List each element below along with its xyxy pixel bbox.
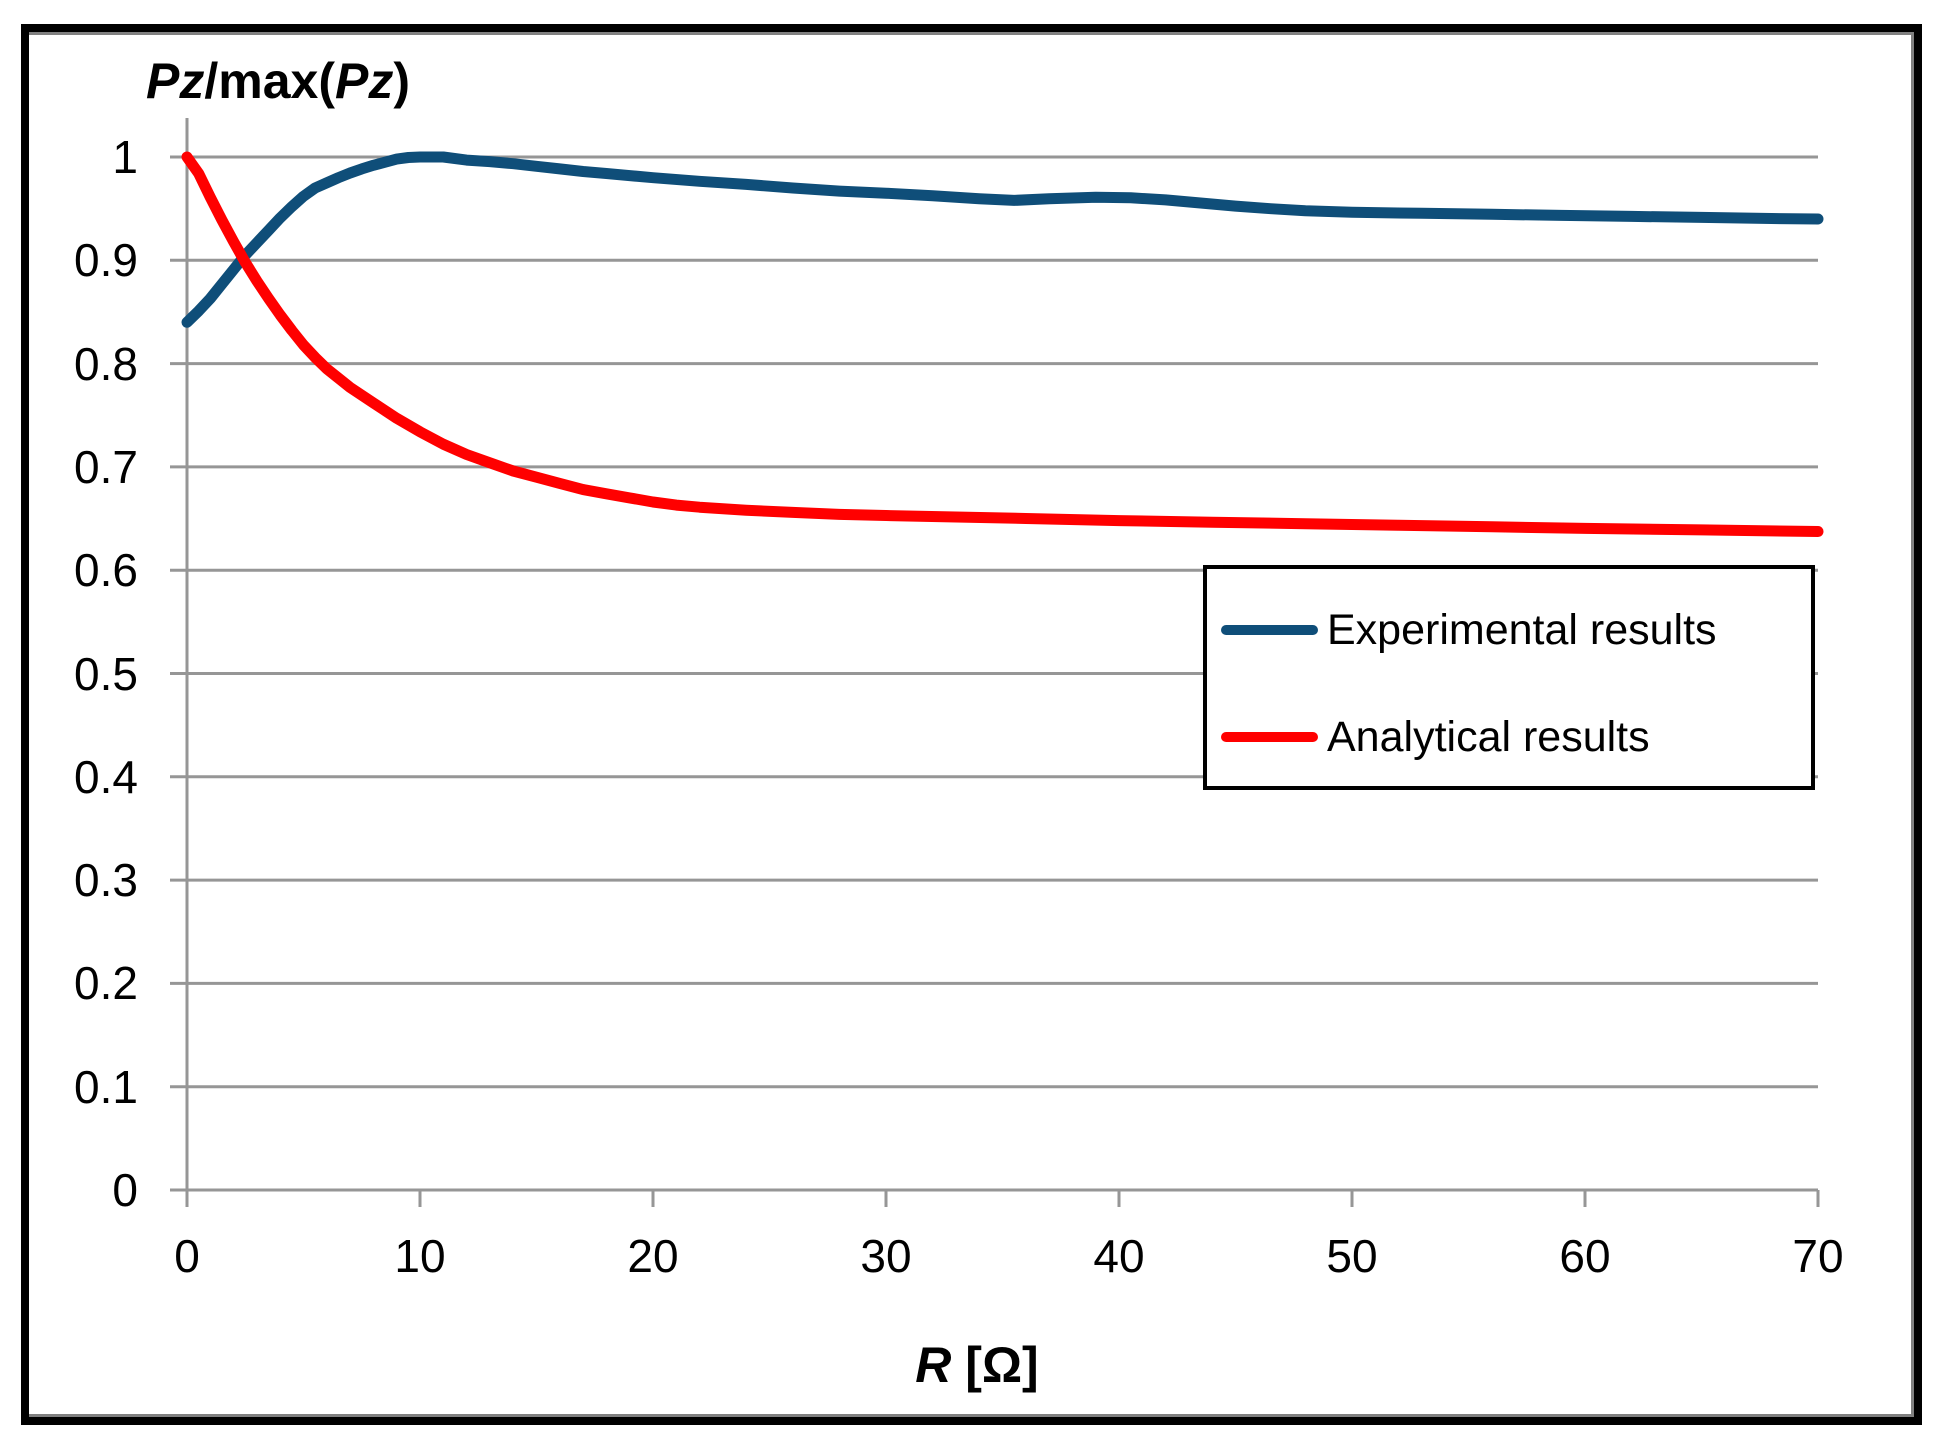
- legend-label: Experimental results: [1327, 606, 1717, 654]
- experimental-results-line: [181, 151, 1824, 328]
- chart-title-part: /max(: [204, 53, 335, 109]
- y-tick-label: 0.2: [74, 957, 138, 1010]
- x-tick-label: 0: [174, 1230, 200, 1282]
- legend-item-analytical: Analytical results: [1221, 700, 1650, 774]
- legend-item-experimental: Experimental results: [1221, 593, 1717, 667]
- analytical-results-line: [181, 151, 1824, 537]
- analytical-line-swatch: [1221, 732, 1318, 742]
- x-axis-title: R [Ω]: [777, 1336, 1177, 1394]
- x-axis-title-part: R: [915, 1337, 952, 1393]
- y-tick-label: 0.5: [74, 647, 138, 700]
- x-tick-label: 10: [394, 1230, 446, 1282]
- x-tick-label: 30: [860, 1230, 912, 1282]
- y-tick-label: 0.4: [74, 750, 138, 803]
- experimental-line-swatch: [1221, 625, 1318, 635]
- y-tick-label: 0.8: [74, 337, 138, 390]
- y-tick-label: 0.3: [74, 854, 138, 907]
- chart-title-part: Pz: [146, 53, 205, 109]
- chart-legend: Experimental results Analytical results: [1203, 565, 1815, 790]
- legend-label: Analytical results: [1327, 713, 1650, 761]
- x-axis-title-part: [Ω]: [951, 1337, 1039, 1393]
- y-tick-label: 1: [112, 131, 138, 183]
- x-tick-label: 40: [1093, 1230, 1145, 1282]
- x-tick-label: 60: [1559, 1230, 1611, 1282]
- y-tick-label: 0.1: [74, 1060, 138, 1113]
- x-tick-label: 50: [1326, 1230, 1378, 1282]
- y-tick-label: 0.9: [74, 234, 138, 287]
- x-tick-label: 70: [1792, 1230, 1844, 1282]
- chart-title-part: Pz: [334, 53, 394, 109]
- y-tick-label: 0.6: [74, 544, 138, 597]
- chart-title: Pz/max(Pz): [146, 52, 410, 110]
- y-tick-label: 0: [112, 1164, 138, 1216]
- chart-title-part: ): [393, 53, 410, 109]
- y-tick-label: 0.7: [74, 440, 138, 493]
- x-tick-label: 20: [627, 1230, 679, 1282]
